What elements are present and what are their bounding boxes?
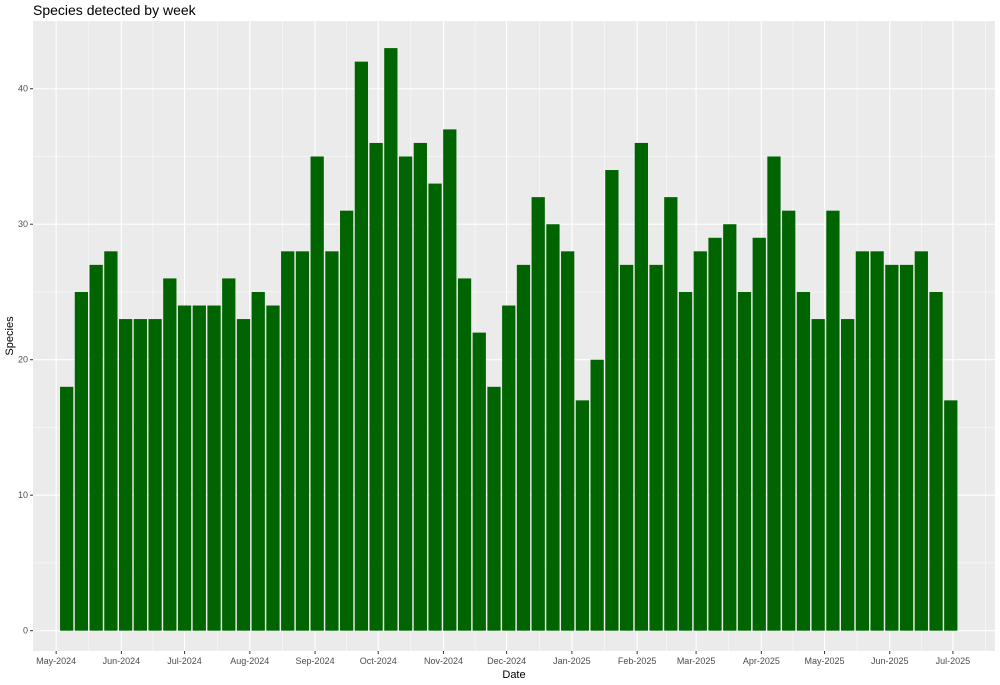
y-axis: 0 10 20 30 40 [18,84,33,636]
x-tick-label: Dec-2024 [487,656,526,666]
bar [104,251,118,631]
bar [782,210,796,631]
x-tick-label: Jun-2024 [103,656,141,666]
bar [207,305,221,631]
bar [89,264,103,631]
bar [413,142,427,631]
bar [281,251,295,631]
bar [634,142,648,631]
bar [398,156,413,631]
y-tick-label: 20 [18,355,28,365]
bar [487,386,501,631]
bar [575,400,590,631]
x-axis: May-2024 Jun-2024 Jul-2024 Aug-2024 Sep-2024… [36,651,970,666]
bar [767,156,781,631]
bar [944,400,958,631]
x-tick-label: Jun-2025 [871,656,909,666]
y-tick-label: 10 [18,490,28,500]
bar [428,183,442,631]
bar [693,251,707,631]
bar [457,278,472,631]
bar [502,305,516,631]
x-tick-label: Feb-2025 [618,656,657,666]
bar [384,48,398,631]
x-tick-label: Sep-2024 [296,656,335,666]
bar [325,251,339,631]
bar [118,319,133,631]
bar [885,264,899,631]
bar [133,319,147,631]
x-tick-label: Apr-2025 [743,656,780,666]
x-tick-label: Jul-2024 [167,656,202,666]
bar [870,251,884,631]
bar [649,264,663,631]
bar [855,251,870,631]
bar [531,197,545,631]
bar [561,251,575,631]
bar [619,264,634,631]
bar [664,197,678,631]
bar [811,319,825,631]
bar [826,210,840,631]
bar [369,142,383,631]
bar [678,291,693,631]
y-axis-title: Species [4,316,16,356]
x-tick-label: Nov-2024 [424,656,463,666]
bar [354,61,369,631]
bar [841,319,855,631]
bar [516,264,531,631]
bars [60,48,958,631]
bar [340,210,354,631]
bar [708,237,722,631]
chart-title: Species detected by week [33,2,196,18]
bar [796,291,811,631]
bar [914,251,928,631]
bar [192,305,206,631]
bar [236,319,251,631]
bar [605,170,619,631]
x-tick-label: May-2025 [804,656,844,666]
bar [266,305,280,631]
bar [443,129,457,631]
bar [737,291,752,631]
bar [251,291,265,631]
bar [177,305,192,631]
bar [310,156,324,631]
x-tick-label: Mar-2025 [677,656,716,666]
bar [590,359,604,631]
x-axis-title: Date [502,669,525,681]
x-tick-label: Oct-2024 [360,656,397,666]
bar [60,386,74,631]
y-tick-label: 30 [18,219,28,229]
bar [929,291,943,631]
x-tick-label: Jan-2025 [553,656,591,666]
y-tick-label: 0 [23,626,28,636]
x-tick-label: Jul-2025 [936,656,971,666]
bar [472,332,486,631]
bar [546,224,560,631]
bar [163,278,177,631]
bar [899,264,914,631]
x-tick-label: Aug-2024 [230,656,269,666]
bar [723,224,737,631]
x-tick-label: May-2024 [36,656,76,666]
bar [295,251,310,631]
bar [74,291,89,631]
y-tick-label: 40 [18,84,28,94]
bar [222,278,236,631]
bar [752,237,766,631]
bar [148,319,162,631]
